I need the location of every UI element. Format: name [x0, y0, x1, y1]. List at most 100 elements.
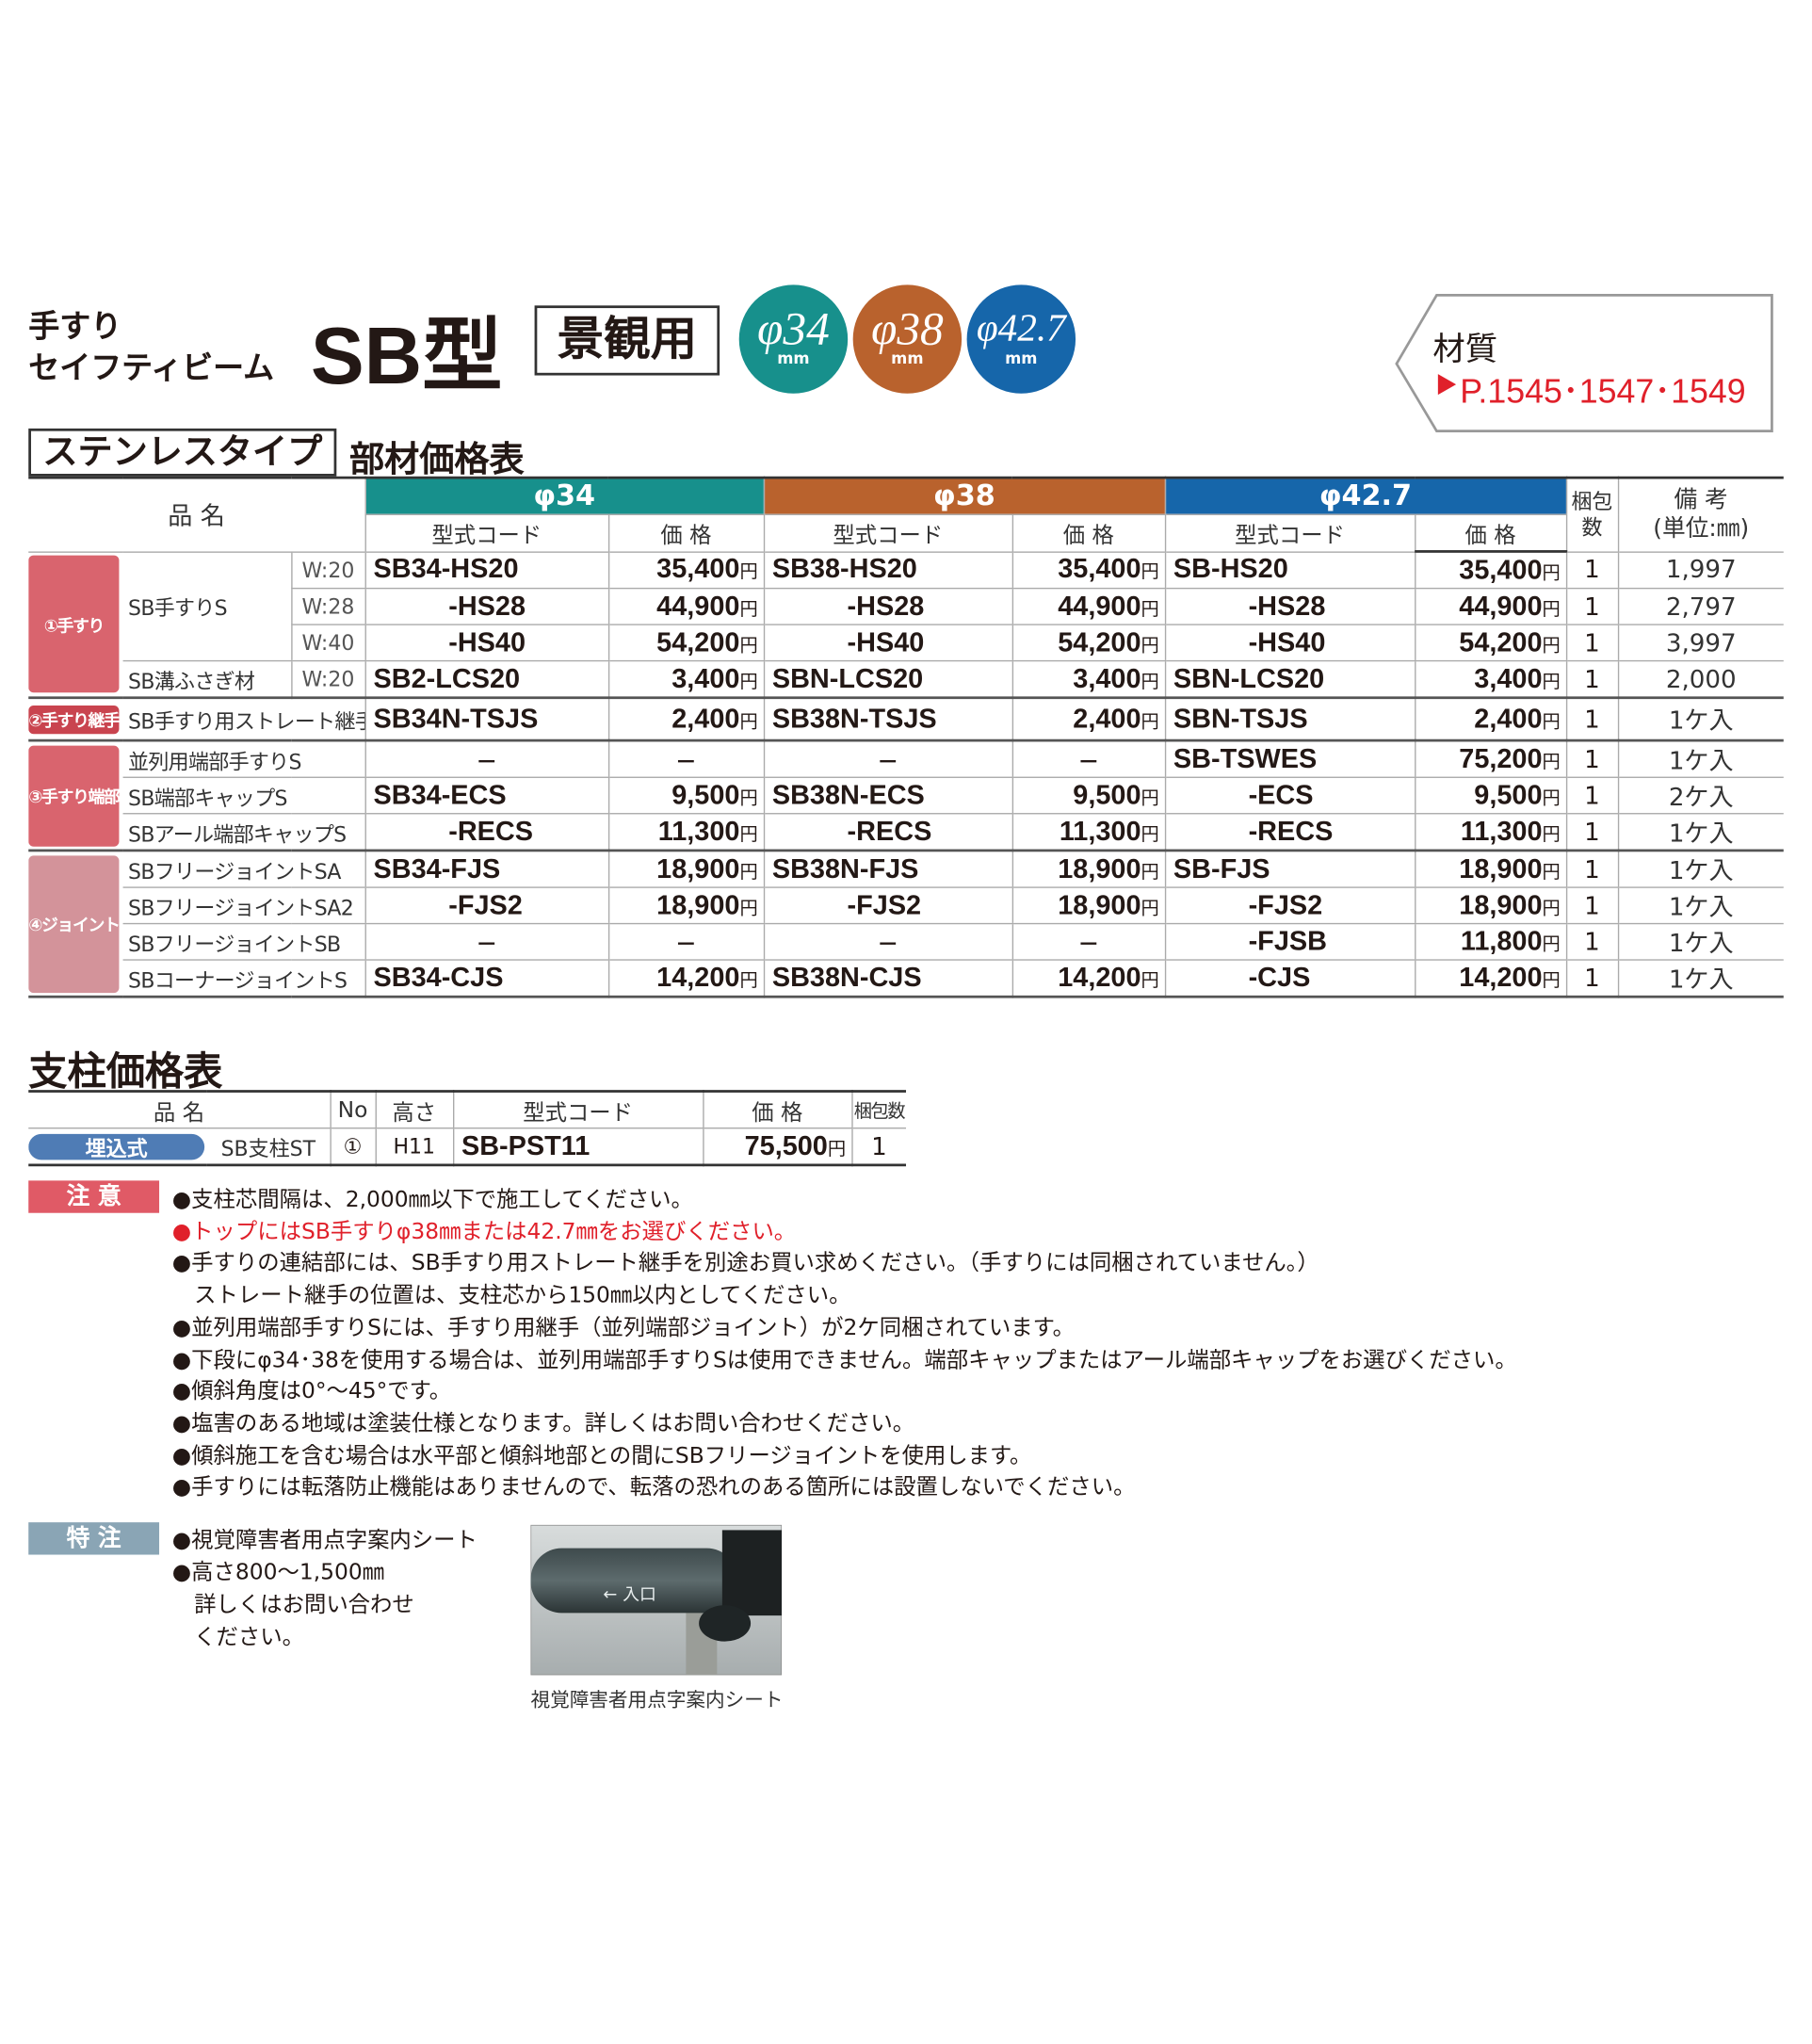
size-label: φ42.7 [976, 306, 1066, 350]
note: 2,000 [1617, 660, 1784, 699]
group-badge: ②手すり継手 [28, 705, 121, 734]
no: ① [329, 1127, 376, 1166]
price-value: 35,400 [1058, 554, 1141, 585]
code-value: -RECS [847, 816, 932, 847]
caution-line: ●傾斜施工を含む場合は水平部と傾斜地部との間にSBフリージョイントを使用します。 [171, 1442, 1032, 1469]
price: 11,300円 [607, 813, 764, 852]
item-name: SBフリージョイントSA2 [122, 887, 365, 925]
price: 75,500円 [702, 1127, 852, 1166]
note-header: 備 考 (単位:㎜) [1617, 478, 1784, 553]
arrow-icon [1437, 374, 1457, 396]
price: 11,300円 [1414, 813, 1566, 852]
item-name: 並列用端部手すりS [122, 740, 365, 778]
yen: 円 [1542, 709, 1561, 731]
header-row: 品 名 φ34 φ38 φ42.7 梱包数備 考 (単位:㎜) [28, 478, 1784, 553]
model-code: SB38N-CJS [763, 960, 1012, 998]
price-value: 44,900 [656, 591, 740, 621]
item-width: W:28 [290, 588, 365, 625]
yen: 円 [1141, 597, 1159, 619]
yen: 円 [739, 633, 758, 655]
data-row: SB溝ふさぎ材 W:20 SB2-LCS20 3,400円 SBN-LCS20 3,400… [28, 660, 1784, 699]
model-code: SB38N-ECS [763, 777, 1012, 815]
code-value: SBN-LCS20 [771, 663, 924, 693]
model-code: SB2-LCS20 [364, 660, 608, 699]
price: － [1011, 923, 1165, 961]
special-line: ●高さ800～1,500㎜ [171, 1560, 385, 1586]
header-label: セイフティビーム [28, 349, 275, 386]
model-code: -FJS2 [364, 887, 608, 925]
price: 18,900円 [1414, 887, 1566, 925]
item-name: SB手すりS [122, 551, 292, 662]
section-title: 部材価格表 [349, 440, 525, 480]
code-value: SB2-LCS20 [373, 663, 521, 693]
yen: 円 [1141, 822, 1159, 844]
price-header: 価 格 [1414, 514, 1566, 553]
pack: 1 [1565, 777, 1618, 815]
size-unit: mm [891, 349, 924, 368]
yen: 円 [1141, 860, 1159, 882]
group-cell: ③手すり端部 [28, 740, 123, 852]
code-value: SBN-TSJS [1173, 703, 1308, 734]
item-name: SBフリージョイントSA [122, 850, 365, 888]
column-header: No [329, 1091, 376, 1129]
code-value: SB-TSWES [1173, 743, 1318, 774]
code-value: -HS28 [847, 591, 925, 621]
model-code: -HS40 [763, 625, 1012, 662]
note: 1ケ入 [1617, 697, 1784, 741]
model-code: SBN-LCS20 [763, 660, 1012, 699]
code-value: SB34N-TSJS [373, 703, 539, 734]
price: 18,900円 [1414, 850, 1566, 888]
model-code: -HS40 [1164, 625, 1416, 662]
note-unit: (単位:㎜) [1653, 514, 1750, 543]
photo-caption: 視覚障害者用点字案内シート [530, 1688, 784, 1711]
column-group-header: φ34 [364, 478, 764, 515]
model-code: -HS40 [364, 625, 608, 662]
price: 44,900円 [1414, 588, 1566, 625]
yen: 円 [739, 670, 758, 691]
model-code: SB34-HS20 [364, 551, 608, 590]
special-label: 特 注 [28, 1522, 160, 1555]
price-value: 54,200 [1459, 626, 1543, 657]
code-value: -CJS [1248, 962, 1311, 993]
code-value: -HS40 [847, 626, 925, 657]
model-code: SBN-LCS20 [1164, 660, 1416, 699]
model-code: SB38N-FJS [763, 850, 1012, 888]
note-title: 備 考 [1674, 486, 1728, 514]
group-badge: ①手すり [28, 555, 120, 693]
data-row: SBアール端部キャップS -RECS 11,300円 -RECS 11,300円 -REC… [28, 813, 1784, 852]
code-value: -RECS [448, 816, 534, 847]
yen: 円 [1542, 860, 1561, 882]
price: 11,800円 [1414, 923, 1566, 961]
data-row: ②手すり継手 SB手すり用ストレート継手 SB34N-TSJS 2,400円 SB38N… [28, 697, 1784, 741]
group-cell: ②手すり継手 [28, 697, 123, 741]
size-circle: φ34 mm [738, 284, 849, 394]
model-code: -RECS [1164, 813, 1416, 852]
code-value: -HS28 [1248, 591, 1326, 621]
yen: 円 [739, 968, 758, 990]
price: 9,500円 [607, 777, 764, 815]
price-value: 35,400 [1459, 554, 1543, 585]
joint [699, 1605, 752, 1642]
size-label: φ34 [757, 302, 830, 355]
price-value: 18,900 [1058, 853, 1141, 884]
price: 3,400円 [1011, 660, 1165, 699]
price-value: 35,400 [656, 554, 740, 585]
price-value: － [675, 931, 697, 956]
price-value: 54,200 [656, 626, 740, 657]
code-value: SB34-ECS [373, 780, 507, 810]
yen: 円 [1141, 560, 1159, 582]
yen: 円 [1542, 750, 1561, 771]
yen: 円 [1141, 709, 1159, 731]
data-row: SBコーナージョイントS SB34-CJS 14,200円 SB38N-CJS 14,2… [28, 960, 1784, 998]
price-value: 54,200 [1058, 626, 1141, 657]
photo-text: ← 入口 [603, 1585, 656, 1606]
caution-line: ●手すりには転落防止機能はありませんので、転落の恐れのある箇所には設置しないでく… [171, 1474, 1136, 1501]
price-value: 2,400 [671, 703, 740, 734]
note: 2ケ入 [1617, 777, 1784, 815]
caution-line: ●傾斜角度は0°～45°です。 [171, 1378, 452, 1405]
price-value: 11,300 [1460, 816, 1543, 847]
model-code: SB38N-TSJS [763, 697, 1012, 741]
code-value: SB-HS20 [1173, 554, 1288, 585]
code-header: 型式コード [763, 514, 1012, 553]
pack: 1 [1565, 697, 1618, 741]
